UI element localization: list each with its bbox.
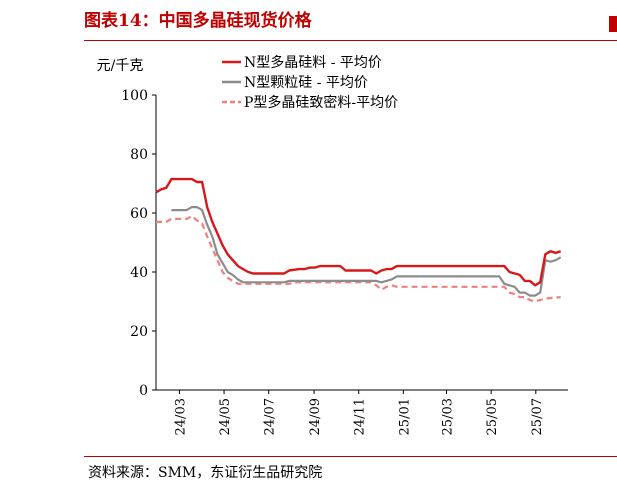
- x-tick-label: 24/05: [218, 398, 233, 435]
- legend-label-0: N型多晶硅料 - 平均价: [244, 54, 382, 71]
- y-tick-label: 100: [121, 88, 148, 104]
- legend-label-1: N型颗粒硅 - 平均价: [244, 75, 368, 91]
- series-line-0: [155, 177, 562, 287]
- x-tick-label: 24/07: [263, 398, 278, 435]
- series-layer: [155, 177, 562, 303]
- legend: N型多晶硅料 - 平均价 N型颗粒硅 - 平均价 P型多晶硅致密料-平均价: [222, 54, 398, 111]
- x-tick-label: 25/03: [441, 398, 456, 435]
- x-tick-label: 24/11: [353, 398, 368, 435]
- y-axis-label: 元/千克: [97, 58, 144, 74]
- footer-rule: [84, 456, 617, 457]
- series-line-2: [156, 214, 561, 303]
- x-tick-label: 24/03: [173, 398, 188, 435]
- x-tick-label: 24/09: [308, 398, 323, 435]
- y-tick-label: 0: [139, 383, 148, 399]
- y-tick-label: 80: [130, 147, 148, 163]
- x-tick-label: 25/01: [397, 398, 412, 435]
- x-tick-label: 25/05: [485, 398, 500, 435]
- figure-title: 图表14：中国多晶硅现货价格: [84, 11, 312, 31]
- title-rule: [84, 40, 617, 41]
- x-tick-label: 25/07: [530, 398, 545, 435]
- y-tick-label: 20: [130, 324, 148, 340]
- edge-marker: [609, 16, 617, 32]
- legend-label-2: P型多晶硅致密料-平均价: [244, 94, 398, 111]
- axes: 0 20 40 60 80 100 24/03 24/05 24/07 24/09 24/11 25/…: [121, 88, 568, 435]
- series-line-1: [171, 206, 562, 297]
- source-note: 资料来源：SMM，东证衍生品研究院: [88, 465, 323, 481]
- y-tick-label: 40: [130, 265, 148, 281]
- y-tick-label: 60: [130, 206, 148, 222]
